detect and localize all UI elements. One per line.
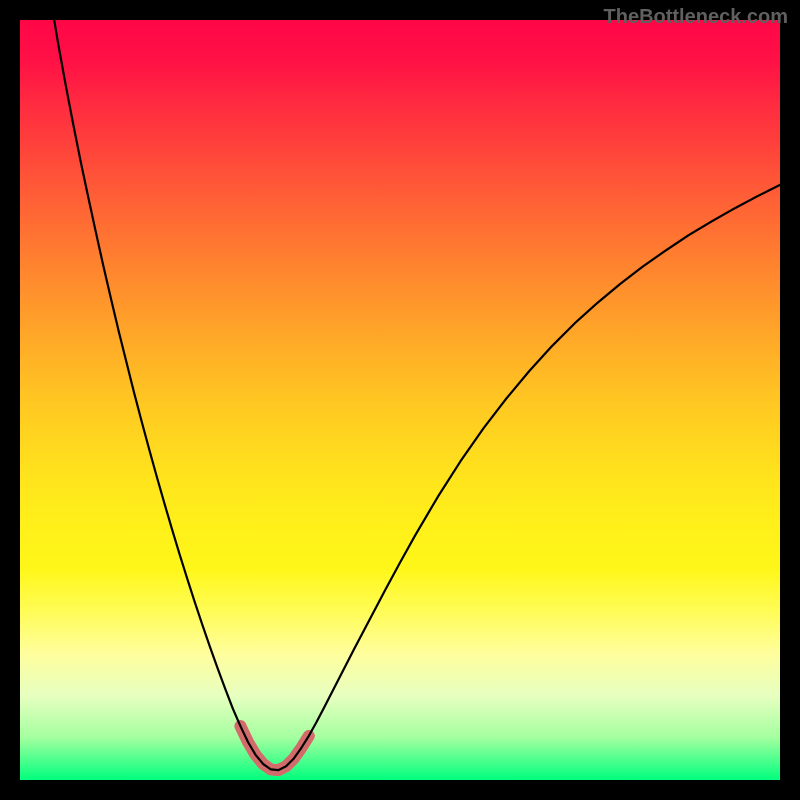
plot-background bbox=[20, 20, 780, 780]
figure-container: TheBottleneck.com bbox=[0, 0, 800, 800]
watermark-text: TheBottleneck.com bbox=[604, 6, 788, 29]
bottleneck-chart bbox=[0, 0, 800, 800]
